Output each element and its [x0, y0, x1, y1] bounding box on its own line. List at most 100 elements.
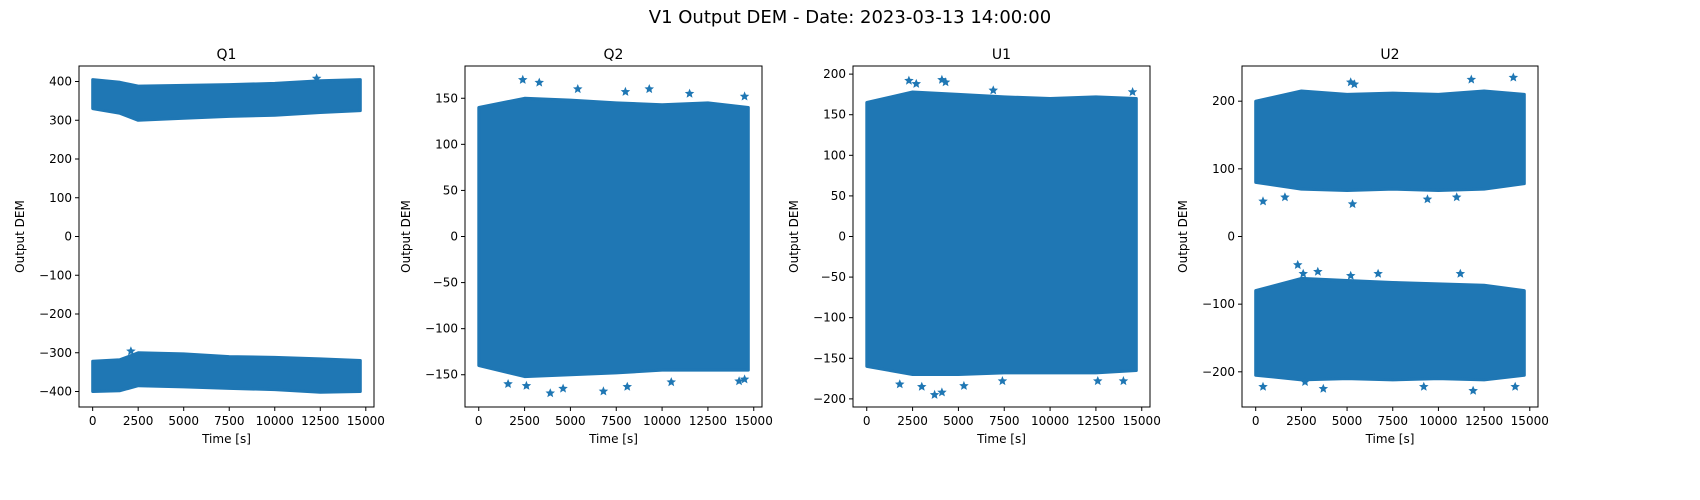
x-tick-label: 15000: [1511, 414, 1549, 428]
subplot-u1: 0 2500 5000 7500 10000 12500 15000 −200 −150 −100…: [787, 47, 1161, 446]
y-tick-label: 0: [1227, 230, 1235, 244]
y-tick-label: −200: [39, 307, 72, 321]
x-tick-label: 0: [475, 414, 483, 428]
y-tick-label: −100: [39, 268, 72, 282]
y-tick-label: −200: [813, 392, 846, 406]
figure-title: V1 Output DEM - Date: 2023-03-13 14:00:0…: [648, 7, 1052, 28]
data-point-outlier: [684, 88, 695, 98]
y-tick-label: 0: [450, 230, 458, 244]
data-point-outlier: [545, 388, 555, 398]
data-point-outlier: [911, 78, 921, 88]
data-point-outlier: [1422, 194, 1433, 204]
y-tick-label: −50: [821, 270, 846, 284]
y-tick-label: −300: [39, 346, 72, 360]
x-tick-label: 0: [863, 414, 871, 428]
subplot-u2: 0 2500 5000 7500 10000 12500 15000 −200 −100 0 100…: [1176, 47, 1549, 446]
data-band-upper: [1254, 89, 1526, 192]
data-point-outlier: [644, 84, 654, 94]
data-point-outlier: [959, 380, 969, 390]
data-point-outlier: [1466, 74, 1477, 84]
data-point-outlier: [1347, 199, 1358, 209]
x-axis-label: Time [s]: [976, 432, 1026, 446]
data-point-outlier: [739, 374, 750, 384]
data-point-outlier: [895, 379, 905, 389]
x-tick-label: 0: [1252, 414, 1260, 428]
x-tick-label: 12500: [1077, 414, 1115, 428]
data-point-outlier: [739, 91, 750, 101]
y-tick-label: 300: [49, 113, 72, 127]
data-point-outlier: [620, 86, 631, 96]
y-tick-label: −200: [1202, 365, 1235, 379]
x-axis-label: Time [s]: [1365, 432, 1415, 446]
data-point-outlier: [126, 346, 136, 356]
x-tick-label: 5000: [555, 414, 586, 428]
x-tick-label: 7500: [989, 414, 1020, 428]
subplot-q2: 0 2500 5000 7500 10000 12500 15000 −150 −100 −50 0…: [399, 47, 773, 446]
subplot-q1: 0 2500 5000 7500 10000 12500 15000 −400 −300 −200…: [13, 47, 385, 446]
x-tick-label: 0: [89, 414, 97, 428]
data-point-outlier: [904, 75, 914, 85]
data-point-outlier: [1349, 79, 1360, 89]
y-axis-label: Output DEM: [13, 200, 27, 273]
data-band-main: [477, 96, 750, 379]
data-point-outlier: [1258, 381, 1268, 391]
x-tick-label: 7500: [601, 414, 632, 428]
x-tick-label: 10000: [256, 414, 294, 428]
y-tick-label: −400: [39, 385, 72, 399]
y-tick-label: −50: [433, 276, 458, 290]
x-axis-label: Time [s]: [588, 432, 638, 446]
x-tick-label: 12500: [1465, 414, 1503, 428]
y-axis-label: Output DEM: [787, 200, 801, 273]
data-point-outlier: [1318, 383, 1329, 393]
y-tick-label: 50: [443, 183, 458, 197]
x-tick-label: 15000: [735, 414, 773, 428]
data-point-outlier: [1293, 259, 1303, 269]
subplot-title: U2: [1380, 47, 1399, 63]
data-point-outlier: [518, 74, 528, 84]
data-point-outlier: [1258, 196, 1268, 206]
data-point-outlier: [734, 376, 744, 386]
data-point-outlier: [598, 386, 609, 396]
x-tick-label: 12500: [689, 414, 727, 428]
data-point-outlier: [1313, 266, 1323, 276]
data-point-outlier: [1373, 268, 1383, 278]
data-point-outlier: [997, 376, 1008, 386]
data-point-outlier: [1455, 268, 1466, 278]
y-tick-label: −100: [1202, 297, 1235, 311]
data-point-outlier: [1127, 87, 1138, 96]
data-point-outlier: [558, 383, 568, 393]
y-tick-label: 150: [435, 91, 458, 105]
y-tick-label: 50: [831, 189, 846, 203]
data-band-upper: [91, 78, 362, 122]
data-point-outlier: [988, 85, 998, 95]
x-tick-label: 15000: [347, 414, 385, 428]
y-tick-label: 0: [838, 230, 846, 244]
y-tick-label: −100: [813, 311, 846, 325]
x-tick-label: 2500: [897, 414, 928, 428]
x-tick-label: 5000: [943, 414, 974, 428]
y-tick-label: 150: [823, 108, 846, 122]
data-point-outlier: [622, 381, 632, 391]
x-tick-label: 15000: [1123, 414, 1161, 428]
subplot-title: U1: [992, 47, 1011, 63]
data-point-outlier: [1118, 376, 1129, 386]
y-tick-label: 100: [823, 148, 846, 162]
x-tick-label: 2500: [123, 414, 154, 428]
data-point-outlier: [1508, 72, 1519, 82]
x-tick-label: 10000: [643, 414, 681, 428]
subplot-title: Q2: [604, 47, 624, 63]
x-tick-label: 5000: [168, 414, 199, 428]
y-tick-label: 400: [49, 75, 72, 89]
x-tick-label: 10000: [1419, 414, 1457, 428]
data-point-outlier: [1298, 268, 1308, 278]
x-tick-label: 5000: [1332, 414, 1363, 428]
data-point-outlier: [666, 377, 676, 387]
data-point-outlier: [1280, 192, 1290, 202]
y-tick-label: 200: [1212, 94, 1235, 108]
data-point-outlier: [1419, 381, 1429, 391]
y-tick-label: 100: [435, 137, 458, 151]
data-point-outlier: [937, 387, 947, 397]
data-band-lower: [1254, 276, 1526, 382]
y-axis-label: Output DEM: [399, 200, 413, 273]
